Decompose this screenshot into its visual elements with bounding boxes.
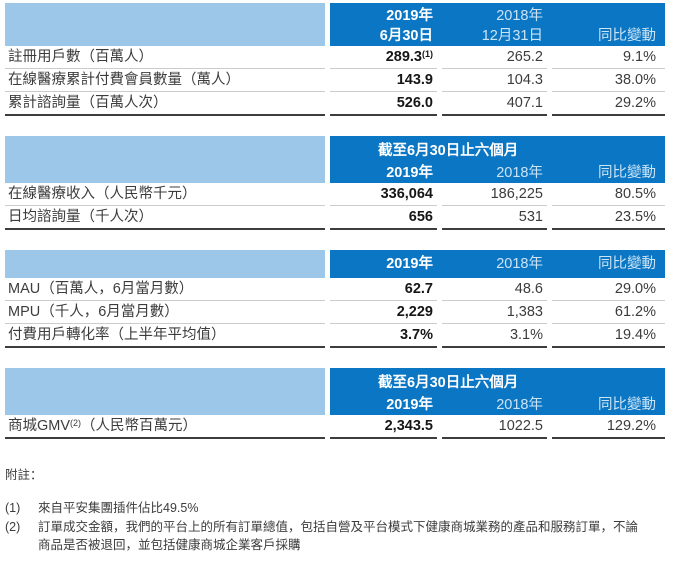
label-text: 商城GMV bbox=[8, 418, 71, 434]
header-grid: 2019年 2018年 同比變動 bbox=[330, 250, 665, 278]
header-grid: 2019年 2018年 同比變動 bbox=[330, 395, 665, 415]
table-body: 商城GMV(2)（人民幣百萬元） 2,343.5 1022.5 129.2% bbox=[5, 415, 665, 439]
value-2018: 1022.5 bbox=[442, 415, 547, 439]
row-label: 在線醫療收入（人民幣千元） bbox=[5, 183, 325, 206]
value-2018: 407.1 bbox=[442, 92, 547, 116]
value-2018: 1,383 bbox=[442, 301, 547, 324]
col-header-2019: 2019年 bbox=[386, 397, 433, 413]
value-2019: 3.7% bbox=[330, 324, 437, 348]
footnote-ref-2: (2) bbox=[70, 418, 82, 428]
col-header-2018: 2018年 bbox=[496, 256, 543, 272]
col-header-empty bbox=[547, 6, 665, 26]
table-mall-gmv: 截至6月30日止六個月 2019年 2018年 同比變動 商城GMV(2)（人民… bbox=[5, 368, 665, 439]
col-header-2019-year: 2019年 bbox=[386, 8, 433, 24]
row-label: 在線醫療累計付費會員數量（萬人） bbox=[5, 69, 325, 92]
header-grid: 2019年 2018年 同比變動 bbox=[330, 163, 665, 183]
row-label: 累計諮詢量（百萬人次） bbox=[5, 92, 325, 116]
footnotes-title: 附註： bbox=[5, 468, 43, 482]
table-header: 2019年 2018年 6月30日 12月31日 同比變動 bbox=[5, 3, 665, 46]
header-period-span: 截至6月30日止六個月 bbox=[378, 143, 519, 159]
row-label: 付費用戶轉化率（上半年平均值） bbox=[5, 324, 325, 348]
header-columns: 2019年 2018年 6月30日 12月31日 同比變動 bbox=[330, 3, 665, 46]
table-body: 在線醫療收入（人民幣千元） 336,064 186,225 80.5% 日均諮詢… bbox=[5, 183, 665, 230]
table-user-metrics: 2019年 2018年 6月30日 12月31日 同比變動 註冊用戶數（百萬人）… bbox=[5, 3, 665, 116]
value-yoy: 19.4% bbox=[552, 324, 665, 348]
value-2018: 265.2 bbox=[442, 46, 547, 69]
row-label: MAU（百萬人，6月當月數） bbox=[5, 278, 325, 301]
header-columns: 截至6月30日止六個月 2019年 2018年 同比變動 bbox=[330, 136, 665, 183]
header-label-spacer bbox=[5, 250, 325, 278]
col-header-2019: 2019年 bbox=[386, 165, 433, 181]
footnote-item: (1) 來自平安集團插件佔比49.5% bbox=[5, 499, 660, 518]
col-header-yoy: 同比變動 bbox=[598, 397, 656, 413]
value-yoy: 23.5% bbox=[552, 206, 665, 230]
header-period-span: 截至6月30日止六個月 bbox=[378, 375, 519, 391]
value-2018: 104.3 bbox=[442, 69, 547, 92]
table-online-medical: 截至6月30日止六個月 2019年 2018年 同比變動 在線醫療收入（人民幣千… bbox=[5, 136, 665, 230]
value-2019: 336,064 bbox=[330, 183, 437, 206]
header-label-spacer bbox=[5, 136, 325, 183]
footnote-item: (2) 訂單成交金額，我們的平台上的所有訂單總值，包括自營及平台模式下健康商城業… bbox=[5, 518, 660, 555]
table-header: 截至6月30日止六個月 2019年 2018年 同比變動 bbox=[5, 368, 665, 415]
row-label: 註冊用戶數（百萬人） bbox=[5, 46, 325, 69]
value-2019: 2,229 bbox=[330, 301, 437, 324]
footnote-number: (1) bbox=[5, 501, 21, 515]
footnote-number: (2) bbox=[5, 519, 21, 534]
value-number: 289.3 bbox=[385, 49, 422, 65]
value-2019: 526.0 bbox=[330, 92, 437, 116]
table-header: 截至6月30日止六個月 2019年 2018年 同比變動 bbox=[5, 136, 665, 183]
footnotes-section: 附註： (1) 來自平安集團插件佔比49.5% (2) 訂單成交金額，我們的平台… bbox=[5, 467, 660, 555]
col-header-yoy: 同比變動 bbox=[598, 28, 656, 44]
row-label: MPU（千人，6月當月數） bbox=[5, 301, 325, 324]
value-2019: 2,343.5 bbox=[330, 415, 437, 439]
label-unit: （人民幣百萬元） bbox=[81, 418, 198, 434]
col-header-2018: 2018年 bbox=[496, 165, 543, 181]
footnote-ref-1: (1) bbox=[422, 49, 433, 59]
value-yoy: 61.2% bbox=[552, 301, 665, 324]
col-header-2018-date: 12月31日 bbox=[481, 28, 543, 44]
value-2019: 62.7 bbox=[330, 278, 437, 301]
value-yoy: 29.2% bbox=[552, 92, 665, 116]
value-yoy: 38.0% bbox=[552, 69, 665, 92]
value-yoy: 9.1% bbox=[552, 46, 665, 69]
header-grid: 2019年 2018年 6月30日 12月31日 同比變動 bbox=[330, 3, 665, 46]
col-header-2018: 2018年 bbox=[496, 397, 543, 413]
value-yoy: 80.5% bbox=[552, 183, 665, 206]
value-2019: 656 bbox=[330, 206, 437, 230]
value-2018: 3.1% bbox=[442, 324, 547, 348]
value-2018: 531 bbox=[442, 206, 547, 230]
value-yoy: 129.2% bbox=[552, 415, 665, 439]
col-header-yoy: 同比變動 bbox=[598, 165, 656, 181]
header-label-spacer bbox=[5, 3, 325, 46]
col-header-2018-year: 2018年 bbox=[496, 8, 543, 24]
header-columns: 2019年 2018年 同比變動 bbox=[330, 250, 665, 278]
col-header-yoy: 同比變動 bbox=[598, 256, 656, 272]
header-columns: 截至6月30日止六個月 2019年 2018年 同比變動 bbox=[330, 368, 665, 415]
table-mau-mpu: 2019年 2018年 同比變動 MAU（百萬人，6月當月數） 62.7 48.… bbox=[5, 250, 665, 348]
header-label-spacer bbox=[5, 368, 325, 415]
col-header-2019-date: 6月30日 bbox=[379, 28, 433, 44]
table-header: 2019年 2018年 同比變動 bbox=[5, 250, 665, 278]
row-label: 日均諮詢量（千人次） bbox=[5, 206, 325, 230]
table-body: 註冊用戶數（百萬人） 289.3(1) 265.2 9.1% 在線醫療累計付費會… bbox=[5, 46, 665, 116]
value-2019: 289.3(1) bbox=[330, 46, 437, 69]
row-label: 商城GMV(2)（人民幣百萬元） bbox=[5, 415, 325, 439]
value-2019: 143.9 bbox=[330, 69, 437, 92]
value-yoy: 29.0% bbox=[552, 278, 665, 301]
value-2018: 186,225 bbox=[442, 183, 547, 206]
value-2018: 48.6 bbox=[442, 278, 547, 301]
col-header-2019: 2019年 bbox=[386, 256, 433, 272]
table-body: MAU（百萬人，6月當月數） 62.7 48.6 29.0% MPU（千人，6月… bbox=[5, 278, 665, 348]
footnote-text: 來自平安集團插件佔比49.5% bbox=[38, 501, 199, 515]
footnote-text: 訂單成交金額，我們的平台上的所有訂單總值，包括自營及平台模式下健康商城業務的產品… bbox=[38, 519, 639, 553]
